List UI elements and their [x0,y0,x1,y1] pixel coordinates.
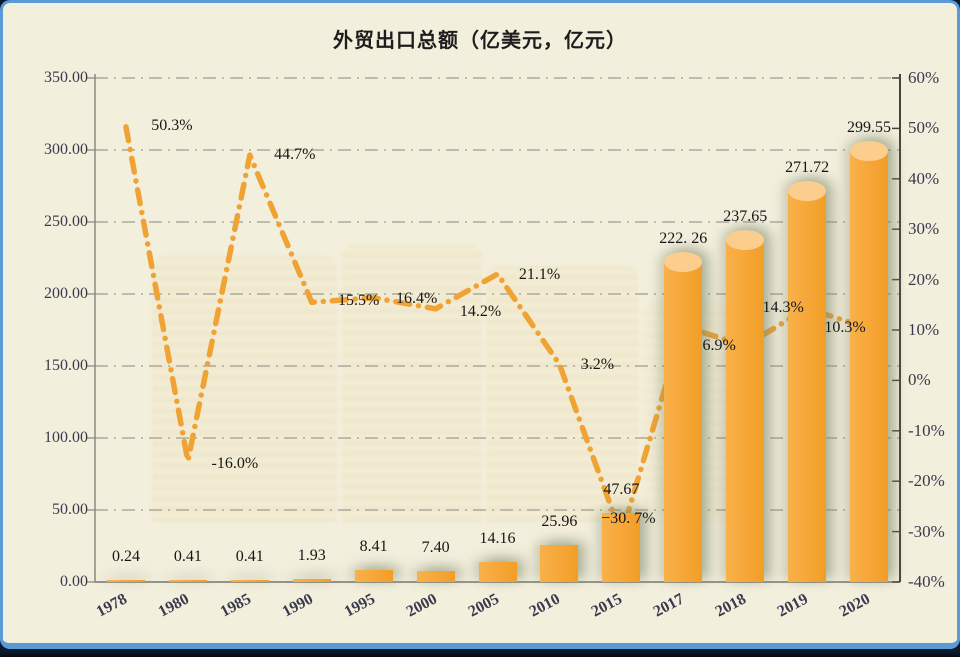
bar [168,579,207,582]
bar-body [416,571,455,582]
line-point-label: 6.9% [702,336,736,354]
bar-body [540,544,579,582]
bar-body [726,239,765,582]
bar [788,180,827,582]
bar-value-label: 1.93 [297,547,326,565]
right-axis-label: 20% [908,269,940,289]
left-axis-label: 300.00 [44,141,88,158]
bar-body [788,190,827,582]
left-axis-label: 100.00 [44,429,88,446]
bar-body [230,579,269,582]
bar [416,571,455,582]
right-axis-label: -20% [908,471,945,491]
right-axis-label: 60% [908,68,940,87]
right-axis-label: -40% [908,572,945,591]
left-axis-label: 350.00 [44,69,88,86]
right-axis-label: 50% [908,118,940,138]
bar [292,579,331,582]
right-axis-label: 30% [908,219,940,239]
bar-value-label: 271.72 [785,158,830,176]
bar [540,544,579,582]
line-point-label: -16.0% [211,455,259,473]
bar [602,513,641,582]
bar-body [664,261,703,582]
watermark-coins [486,266,638,522]
right-axis-label: 40% [908,168,940,188]
line-point-label: 50.3% [151,116,193,134]
line-point-label: 3.2% [580,356,615,374]
bar [106,579,145,582]
line-point-label: 14.3% [762,299,804,317]
bar-value-label: 299.55 [847,118,892,136]
bar-value-label: 0.41 [173,547,202,565]
bar-value-label: 14.16 [479,529,516,547]
bar-body [292,579,331,582]
right-axis-label: 0% [908,370,931,390]
chart-title: 外贸出口总额（亿美元，亿元） [333,30,627,52]
bar-body [602,513,641,582]
bar [664,251,703,582]
bar-top-ellipse [850,140,889,161]
bar-value-label: 237.65 [723,207,768,225]
line-point-label: 15.5% [338,292,380,310]
bar-value-label: 222. 26 [659,229,708,247]
line-point-label: 16.4% [395,289,438,307]
bar-value-label: 0.41 [235,547,264,565]
line-point-label: −30. 7% [601,510,656,528]
watermark-coins [152,256,337,522]
bar-value-label: 25.96 [541,512,578,530]
right-axis-label: 10% [908,320,940,339]
bar-value-label: 0.24 [111,547,140,565]
right-axis-label: -30% [908,521,945,541]
left-axis-label: 0.00 [60,573,88,590]
bar-value-label: 7.40 [421,539,450,557]
left-axis-label: 50.00 [52,501,88,518]
bar-top-ellipse [664,251,703,272]
watermark-coins [342,244,482,522]
line-point-label: 10.3% [824,319,866,337]
bar [726,229,765,582]
bar-body [354,569,393,582]
bar-body [106,579,145,582]
bar [478,561,517,582]
bar-top-ellipse [788,180,827,201]
bar [354,569,393,582]
left-axis-label: 150.00 [44,357,88,374]
right-axis-label: -10% [908,420,945,440]
bar-body [168,579,207,582]
line-point-label: 21.1% [518,266,561,284]
bar-body [850,150,889,582]
bar-value-label: 47.67 [603,481,640,499]
bar-body [478,561,517,582]
bar [230,579,269,582]
left-axis-label: 250.00 [44,213,88,230]
bar-top-ellipse [726,229,765,250]
bar [850,140,889,582]
line-point-label: 44.7% [274,146,316,164]
line-point-label: 14.2% [459,302,502,320]
bar-value-label: 8.41 [359,537,388,555]
left-axis-label: 200.00 [44,285,88,302]
